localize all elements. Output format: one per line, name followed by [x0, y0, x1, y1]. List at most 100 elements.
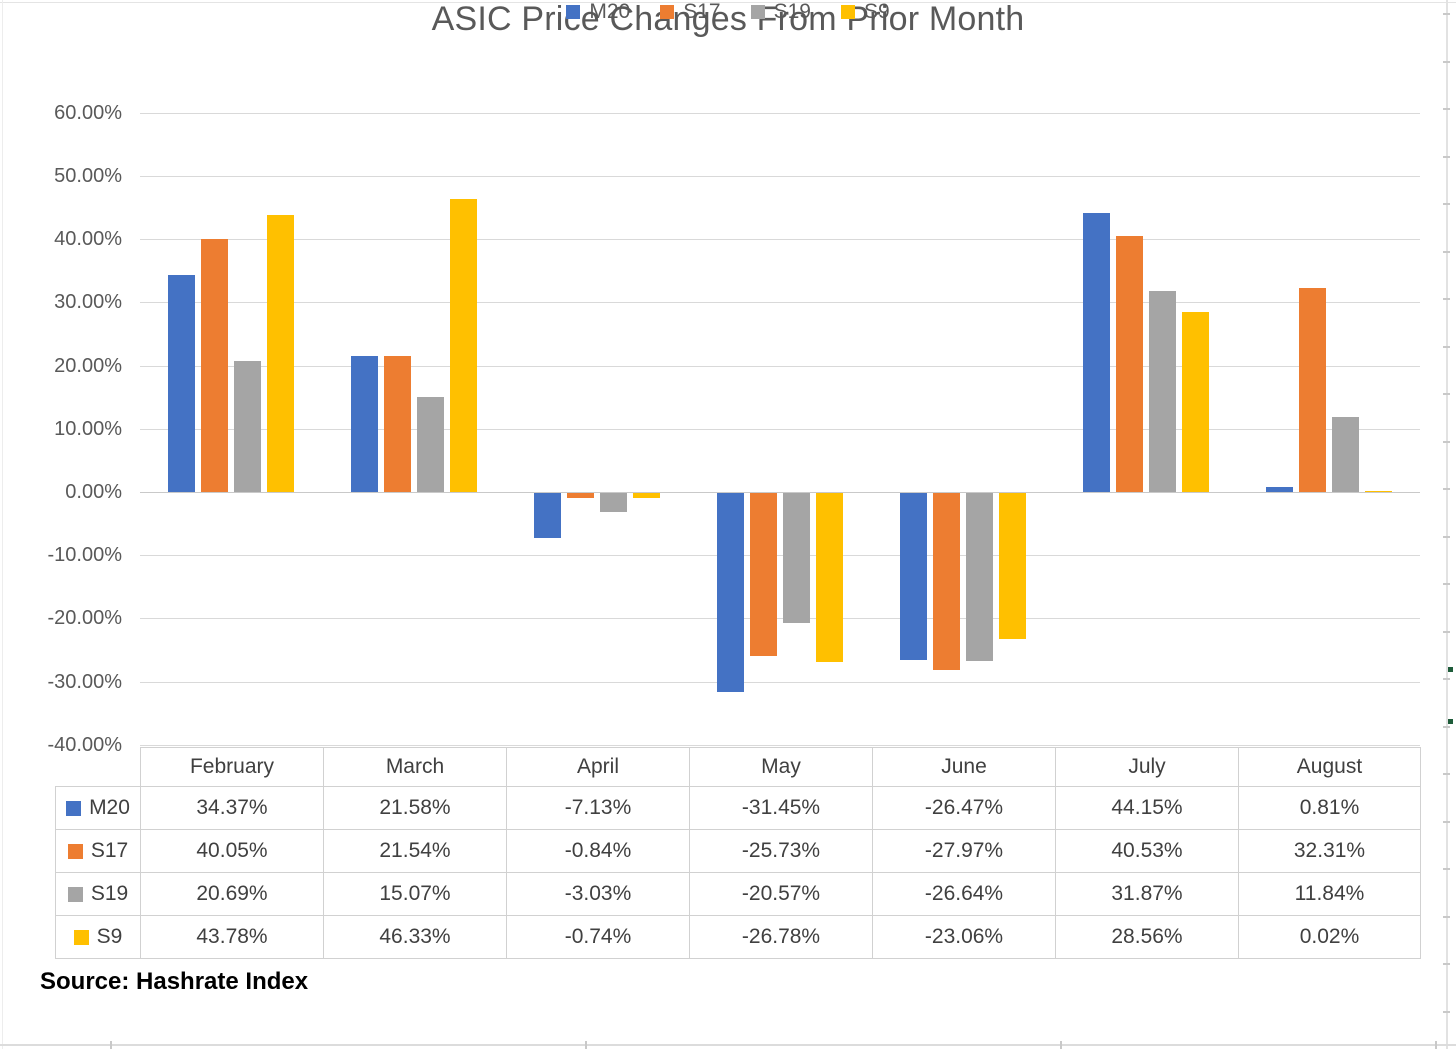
table-header-cell: March [323, 747, 507, 787]
table-value-cell: 43.78% [140, 915, 324, 959]
bar-S9-April [633, 493, 660, 498]
table-row: S9 43.78% 46.33% -0.74% -26.78% -23.06% 28.56%… [55, 915, 1421, 959]
sheet-line-right [1446, 0, 1448, 1049]
legend-key-icon [840, 5, 855, 19]
bar-S9-March [450, 199, 477, 492]
table-value-cell: -0.74% [506, 915, 690, 959]
table-value-cell: -23.06% [872, 915, 1056, 959]
gridline-tick [1443, 108, 1450, 110]
series-key-icon [66, 800, 82, 816]
legend-item-S9: S9 [840, 0, 890, 24]
legend-label: S19 [773, 0, 811, 23]
bar-S17-April [567, 493, 594, 498]
gridline-tick [1443, 61, 1450, 63]
y-axis-tick-label: -30.00% [47, 671, 123, 693]
table-blank-corner [56, 748, 141, 787]
sheet-line-top [0, 2, 1456, 3]
table-value-cell: -27.97% [872, 829, 1056, 873]
series-key-icon [67, 843, 83, 859]
gridline-tick [1443, 916, 1450, 918]
sheet-line-bottom [0, 1044, 1456, 1046]
gridline-tick [1435, 1041, 1437, 1049]
gridline [140, 113, 1420, 114]
y-axis-tick-label: 50.00% [54, 165, 122, 187]
bar-M20-May [717, 493, 744, 692]
bar-M20-June [900, 493, 927, 660]
row-marker-dot [1448, 719, 1453, 724]
bar-S17-February [201, 239, 228, 492]
gridline-tick [110, 1041, 112, 1049]
table-header-cell: August [1238, 747, 1421, 787]
series-name-label: M20 [89, 796, 130, 819]
table-row: M20 34.37% 21.58% -7.13% -31.45% -26.47% 44.15… [55, 786, 1421, 830]
gridline-tick [1443, 868, 1450, 870]
bar-S17-June [933, 493, 960, 670]
table-header-cell: May [689, 747, 873, 787]
legend-item-M20: M20 [566, 0, 630, 24]
bar-M20-August [1266, 487, 1293, 492]
gridline-tick [1443, 821, 1450, 823]
gridline [140, 302, 1420, 303]
table-series-cell: S9 [55, 915, 141, 959]
legend-item-S17: S17 [660, 0, 721, 24]
legend-key-icon [660, 5, 675, 19]
table-value-cell: 40.05% [140, 829, 324, 873]
table-header-cell: April [506, 747, 690, 787]
legend-label: S17 [683, 0, 721, 23]
row-marker-dot [1448, 667, 1453, 672]
table-value-cell: -0.84% [506, 829, 690, 873]
legend-label: S9 [863, 0, 890, 23]
table-value-cell: 44.15% [1055, 786, 1239, 830]
bar-S19-June [966, 493, 993, 661]
table-value-cell: 28.56% [1055, 915, 1239, 959]
table-series-cell: S19 [55, 872, 141, 916]
table-value-cell: 31.87% [1055, 872, 1239, 916]
y-axis-tick-label: -40.00% [47, 734, 123, 756]
table-value-cell: 21.54% [323, 829, 507, 873]
table-value-cell: 0.81% [1238, 786, 1421, 830]
table-value-cell: -26.64% [872, 872, 1056, 916]
y-axis-tick-label: 10.00% [54, 418, 122, 440]
bar-S19-July [1149, 291, 1176, 492]
gridline-tick [585, 1041, 587, 1049]
chart-data-table: February March April May June July August M20 34… [55, 747, 1421, 959]
bar-S9-August [1365, 491, 1392, 492]
gridline-tick [1443, 298, 1450, 300]
table-value-cell: 34.37% [140, 786, 324, 830]
y-axis-tick-label: -10.00% [47, 544, 123, 566]
table-value-cell: 0.02% [1238, 915, 1421, 959]
gridline [140, 555, 1420, 556]
source-label: Source: Hashrate Index [40, 968, 309, 995]
bar-S17-August [1299, 288, 1326, 492]
y-axis-tick-label: 60.00% [54, 102, 122, 124]
y-axis-tick-label: 30.00% [54, 291, 122, 313]
gridline-tick [1060, 1041, 1062, 1049]
gridline [140, 239, 1420, 240]
bar-S17-July [1116, 236, 1143, 492]
y-axis-tick-label: -20.00% [47, 607, 123, 629]
chart-title: ASIC Price Changes From Prior Month [431, 0, 1025, 38]
table-row: S19 20.69% 15.07% -3.03% -20.57% -26.64% 31.87… [55, 872, 1421, 916]
data-table: February March April May June July August M20 34… [55, 747, 1421, 959]
y-axis-tick-label: 20.00% [54, 355, 122, 377]
gridline-tick [1443, 726, 1450, 728]
gridline-tick [1443, 583, 1450, 585]
bar-S19-April [600, 493, 627, 512]
bar-S17-May [750, 493, 777, 656]
series-name-label: S17 [90, 839, 129, 862]
table-value-cell: 40.53% [1055, 829, 1239, 873]
table-value-cell: 32.31% [1238, 829, 1421, 873]
gridline-tick [1443, 13, 1450, 15]
series-key-icon [67, 886, 83, 902]
legend-label: M20 [589, 0, 631, 23]
series-name-label: S9 [96, 925, 123, 948]
gridline-tick [1443, 488, 1450, 490]
sheet-line-left [2, 0, 3, 1049]
gridline-tick [1443, 963, 1450, 965]
gridline-tick [1443, 346, 1450, 348]
table-header-cell: June [872, 747, 1056, 787]
y-axis-tick-label: 0.00% [65, 481, 122, 503]
gridline [140, 366, 1420, 367]
gridline-tick [1443, 773, 1450, 775]
gridline [140, 618, 1420, 619]
